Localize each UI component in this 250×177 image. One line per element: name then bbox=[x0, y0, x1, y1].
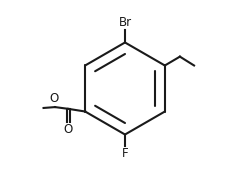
Text: Br: Br bbox=[118, 16, 132, 29]
Text: O: O bbox=[64, 123, 73, 136]
Text: F: F bbox=[122, 147, 128, 160]
Text: O: O bbox=[49, 92, 58, 105]
